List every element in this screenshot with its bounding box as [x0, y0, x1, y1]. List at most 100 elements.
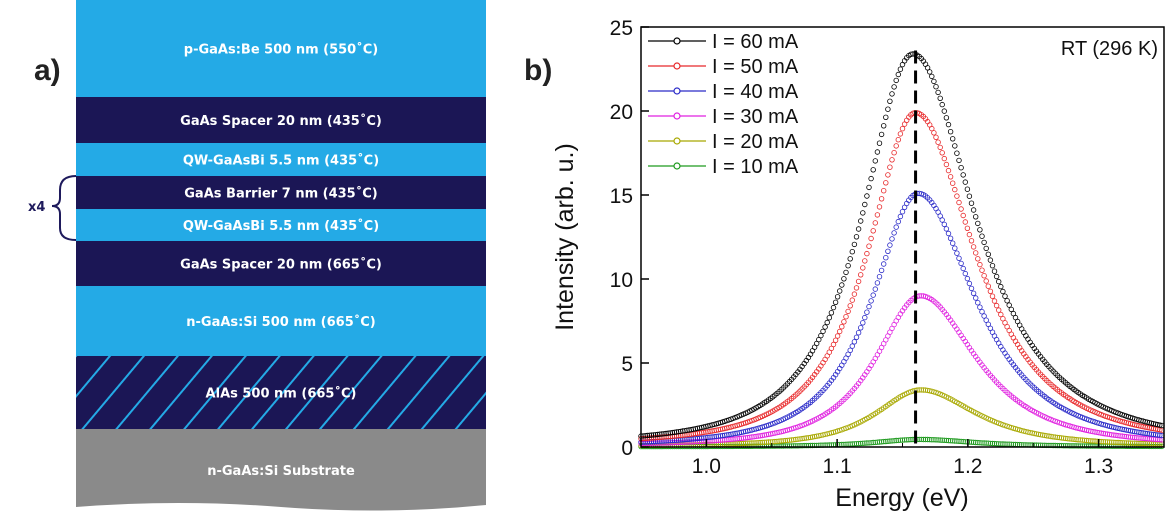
y-axis-label: Intensity (arb. u.)	[551, 143, 579, 331]
data-point	[945, 121, 952, 128]
data-point	[862, 201, 868, 208]
data-point	[991, 268, 998, 274]
data-point	[883, 438, 889, 445]
data-point	[989, 293, 996, 299]
data-point	[897, 66, 904, 72]
data-point	[899, 208, 906, 215]
data-point	[855, 226, 862, 232]
data-point	[954, 150, 960, 156]
layer-5-label: QW-GaAsBi 5.5 nm (435˚C)	[183, 218, 379, 234]
legend-marker	[673, 162, 681, 170]
data-point	[849, 343, 855, 349]
data-point	[920, 436, 927, 443]
data-point	[952, 186, 958, 193]
legend-marker	[673, 137, 681, 145]
data-point	[885, 106, 891, 112]
data-point	[839, 324, 845, 330]
data-point	[874, 149, 881, 155]
data-point	[832, 337, 839, 343]
data-point	[870, 167, 876, 173]
data-point	[933, 83, 939, 90]
data-point	[937, 437, 943, 443]
data-point	[883, 114, 889, 120]
data-point	[874, 212, 881, 218]
data-point	[1146, 436, 1153, 442]
repeat-count-label: x4	[28, 200, 45, 215]
data-point	[977, 227, 983, 233]
data-point	[895, 314, 901, 321]
data-point	[983, 278, 989, 284]
data-point	[816, 336, 822, 343]
legend-marker	[673, 37, 681, 45]
data-point	[837, 328, 843, 335]
data-point	[899, 125, 906, 132]
data-point	[947, 174, 954, 180]
data-point	[824, 319, 830, 326]
data-point	[872, 158, 878, 164]
data-point	[876, 274, 883, 280]
data-point	[878, 196, 885, 202]
data-point	[960, 172, 966, 178]
data-point	[778, 438, 784, 444]
data-point	[966, 280, 973, 287]
y-tick-label: 10	[610, 269, 633, 292]
data-point	[820, 328, 826, 335]
data-point	[977, 304, 983, 310]
layer-3-label: QW-GaAsBi 5.5 nm (435˚C)	[183, 153, 379, 169]
data-point	[996, 307, 1002, 313]
data-point	[966, 231, 973, 238]
data-point	[887, 242, 893, 248]
data-point	[889, 91, 895, 97]
data-point	[993, 302, 1000, 309]
series-i-40-ma	[638, 190, 1165, 445]
data-point	[887, 98, 893, 104]
data-point	[893, 77, 899, 84]
legend-label: I = 20 mA	[712, 131, 799, 153]
data-point	[979, 267, 985, 273]
data-point	[981, 239, 987, 246]
y-tick-label: 5	[621, 353, 633, 376]
data-point	[979, 233, 985, 239]
data-point	[878, 267, 885, 274]
data-point	[701, 429, 707, 436]
data-point	[830, 341, 837, 348]
data-point	[868, 175, 874, 182]
data-point	[839, 282, 845, 288]
layer-6-dark	[76, 241, 486, 286]
data-point	[726, 431, 732, 438]
data-point	[1069, 436, 1075, 442]
data-point	[987, 257, 994, 263]
data-point	[841, 319, 847, 325]
y-axis-ticks: 0 5 10 15 20 25	[610, 17, 649, 460]
data-point	[985, 321, 991, 327]
x-tick-label: 1.0	[692, 455, 721, 478]
data-point	[843, 314, 849, 320]
data-point	[876, 204, 883, 210]
data-point	[989, 263, 996, 269]
data-point	[849, 297, 855, 303]
data-point	[998, 283, 1004, 290]
data-point	[862, 258, 868, 264]
data-point	[895, 218, 901, 225]
data-point	[805, 435, 812, 441]
data-point	[673, 429, 680, 435]
data-point	[701, 435, 707, 441]
data-point	[895, 136, 901, 143]
data-point	[1042, 432, 1048, 439]
legend-label: I = 60 mA	[712, 31, 799, 53]
data-point	[753, 433, 759, 440]
data-point	[1157, 432, 1163, 438]
data-point	[855, 278, 862, 285]
data-point	[1144, 430, 1150, 437]
data-point	[887, 164, 893, 170]
data-point	[883, 255, 889, 261]
data-point	[860, 210, 866, 216]
data-point	[1010, 335, 1017, 341]
data-point	[828, 310, 835, 316]
data-point	[975, 220, 981, 227]
data-point	[964, 186, 971, 192]
data-point	[935, 437, 941, 443]
data-point	[975, 256, 981, 262]
data-point	[855, 330, 862, 336]
x-tick-label: 1.2	[953, 455, 982, 478]
